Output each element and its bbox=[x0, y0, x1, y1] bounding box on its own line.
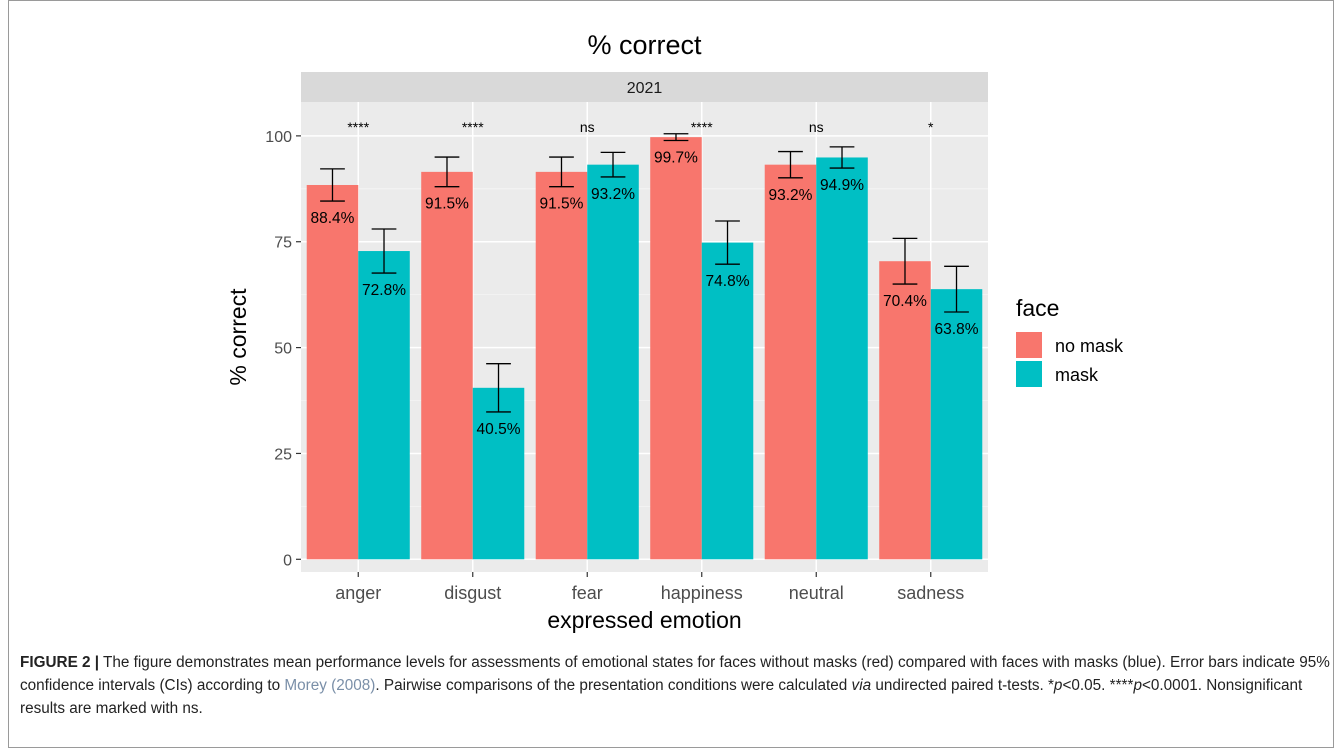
data-label: 94.9% bbox=[820, 177, 864, 194]
significance-marker: **** bbox=[347, 119, 369, 135]
y-tick-label: 0 bbox=[283, 552, 292, 569]
caption-p-2: p bbox=[1133, 677, 1142, 694]
caption-text-1: The figure demonstrates mean performance… bbox=[20, 654, 1330, 694]
figure-caption: FIGURE 2 | The figure demonstrates mean … bbox=[20, 651, 1330, 720]
significance-marker: **** bbox=[462, 119, 484, 135]
x-tick-label: disgust bbox=[444, 583, 501, 603]
caption-star-1: * bbox=[1047, 677, 1054, 694]
legend-swatch-no-mask bbox=[1016, 332, 1042, 358]
significance-marker: ns bbox=[809, 119, 824, 135]
bar-no-mask-sadness bbox=[879, 261, 931, 560]
facet-strip bbox=[301, 72, 988, 102]
y-tick-label: 25 bbox=[274, 446, 292, 463]
y-axis-title: % correct bbox=[225, 288, 251, 386]
data-label: 63.8% bbox=[935, 321, 979, 338]
data-label: 91.5% bbox=[540, 196, 584, 213]
facet-label: 2021 bbox=[627, 80, 663, 97]
legend-swatch-mask bbox=[1016, 361, 1042, 387]
bar-mask-disgust bbox=[472, 387, 525, 560]
y-tick-label: 100 bbox=[265, 129, 292, 146]
bar-mask-sadness bbox=[930, 289, 983, 560]
bar-mask-anger bbox=[358, 251, 410, 560]
legend-label-no-mask: no mask bbox=[1055, 336, 1124, 356]
data-label: 72.8% bbox=[362, 282, 406, 299]
bar-no-mask-fear bbox=[535, 171, 588, 560]
plot-panel bbox=[301, 102, 988, 572]
x-tick-label: happiness bbox=[661, 583, 743, 603]
bar-chart: % correct 2021 88.4% 72.8% 91.5% 40.5% 91.5% 93… bbox=[225, 30, 1124, 633]
data-label: 91.5% bbox=[425, 196, 469, 213]
caption-text-3: undirected paired t-tests. bbox=[871, 677, 1048, 694]
caption-star-4: **** bbox=[1109, 677, 1134, 694]
legend-title: face bbox=[1016, 295, 1059, 321]
bar-no-mask-neutral bbox=[764, 164, 817, 560]
bar-mask-neutral bbox=[816, 157, 868, 560]
caption-text-4: <0.05. bbox=[1062, 677, 1110, 694]
significance-marker: **** bbox=[691, 119, 713, 135]
x-tick-label: sadness bbox=[897, 583, 964, 603]
legend-label-mask: mask bbox=[1055, 365, 1099, 385]
caption-reference-link[interactable]: Morey (2008) bbox=[284, 677, 376, 694]
x-tick-label: neutral bbox=[789, 583, 844, 603]
bar-no-mask-happiness bbox=[650, 137, 702, 560]
x-tick-label: anger bbox=[335, 583, 381, 603]
bar-mask-happiness bbox=[701, 242, 754, 560]
significance-marker: ns bbox=[580, 119, 595, 135]
caption-text-2: . Pairwise comparisons of the presentati… bbox=[375, 677, 852, 694]
data-label: 70.4% bbox=[883, 293, 927, 310]
chart-title: % correct bbox=[587, 30, 702, 60]
caption-via: via bbox=[851, 677, 872, 694]
x-axis-title: expressed emotion bbox=[547, 607, 741, 633]
data-label: 93.2% bbox=[591, 186, 635, 203]
bar-no-mask-disgust bbox=[421, 171, 473, 560]
y-tick-label: 75 bbox=[274, 235, 292, 252]
caption-p-1: p bbox=[1053, 677, 1063, 694]
data-label: 88.4% bbox=[311, 210, 355, 227]
data-label: 93.2% bbox=[769, 187, 813, 204]
data-label: 40.5% bbox=[477, 421, 521, 438]
y-tick-label: 50 bbox=[274, 341, 292, 358]
data-label: 74.8% bbox=[706, 273, 750, 290]
caption-text-5: <0.0001. Nonsignificant results are mark… bbox=[20, 677, 1303, 717]
bar-no-mask-anger bbox=[306, 184, 359, 560]
x-tick-label: fear bbox=[572, 583, 603, 603]
bar-mask-fear bbox=[587, 164, 639, 560]
data-label: 99.7% bbox=[654, 150, 698, 167]
caption-label: FIGURE 2 | bbox=[20, 654, 100, 671]
significance-marker: * bbox=[928, 119, 934, 135]
